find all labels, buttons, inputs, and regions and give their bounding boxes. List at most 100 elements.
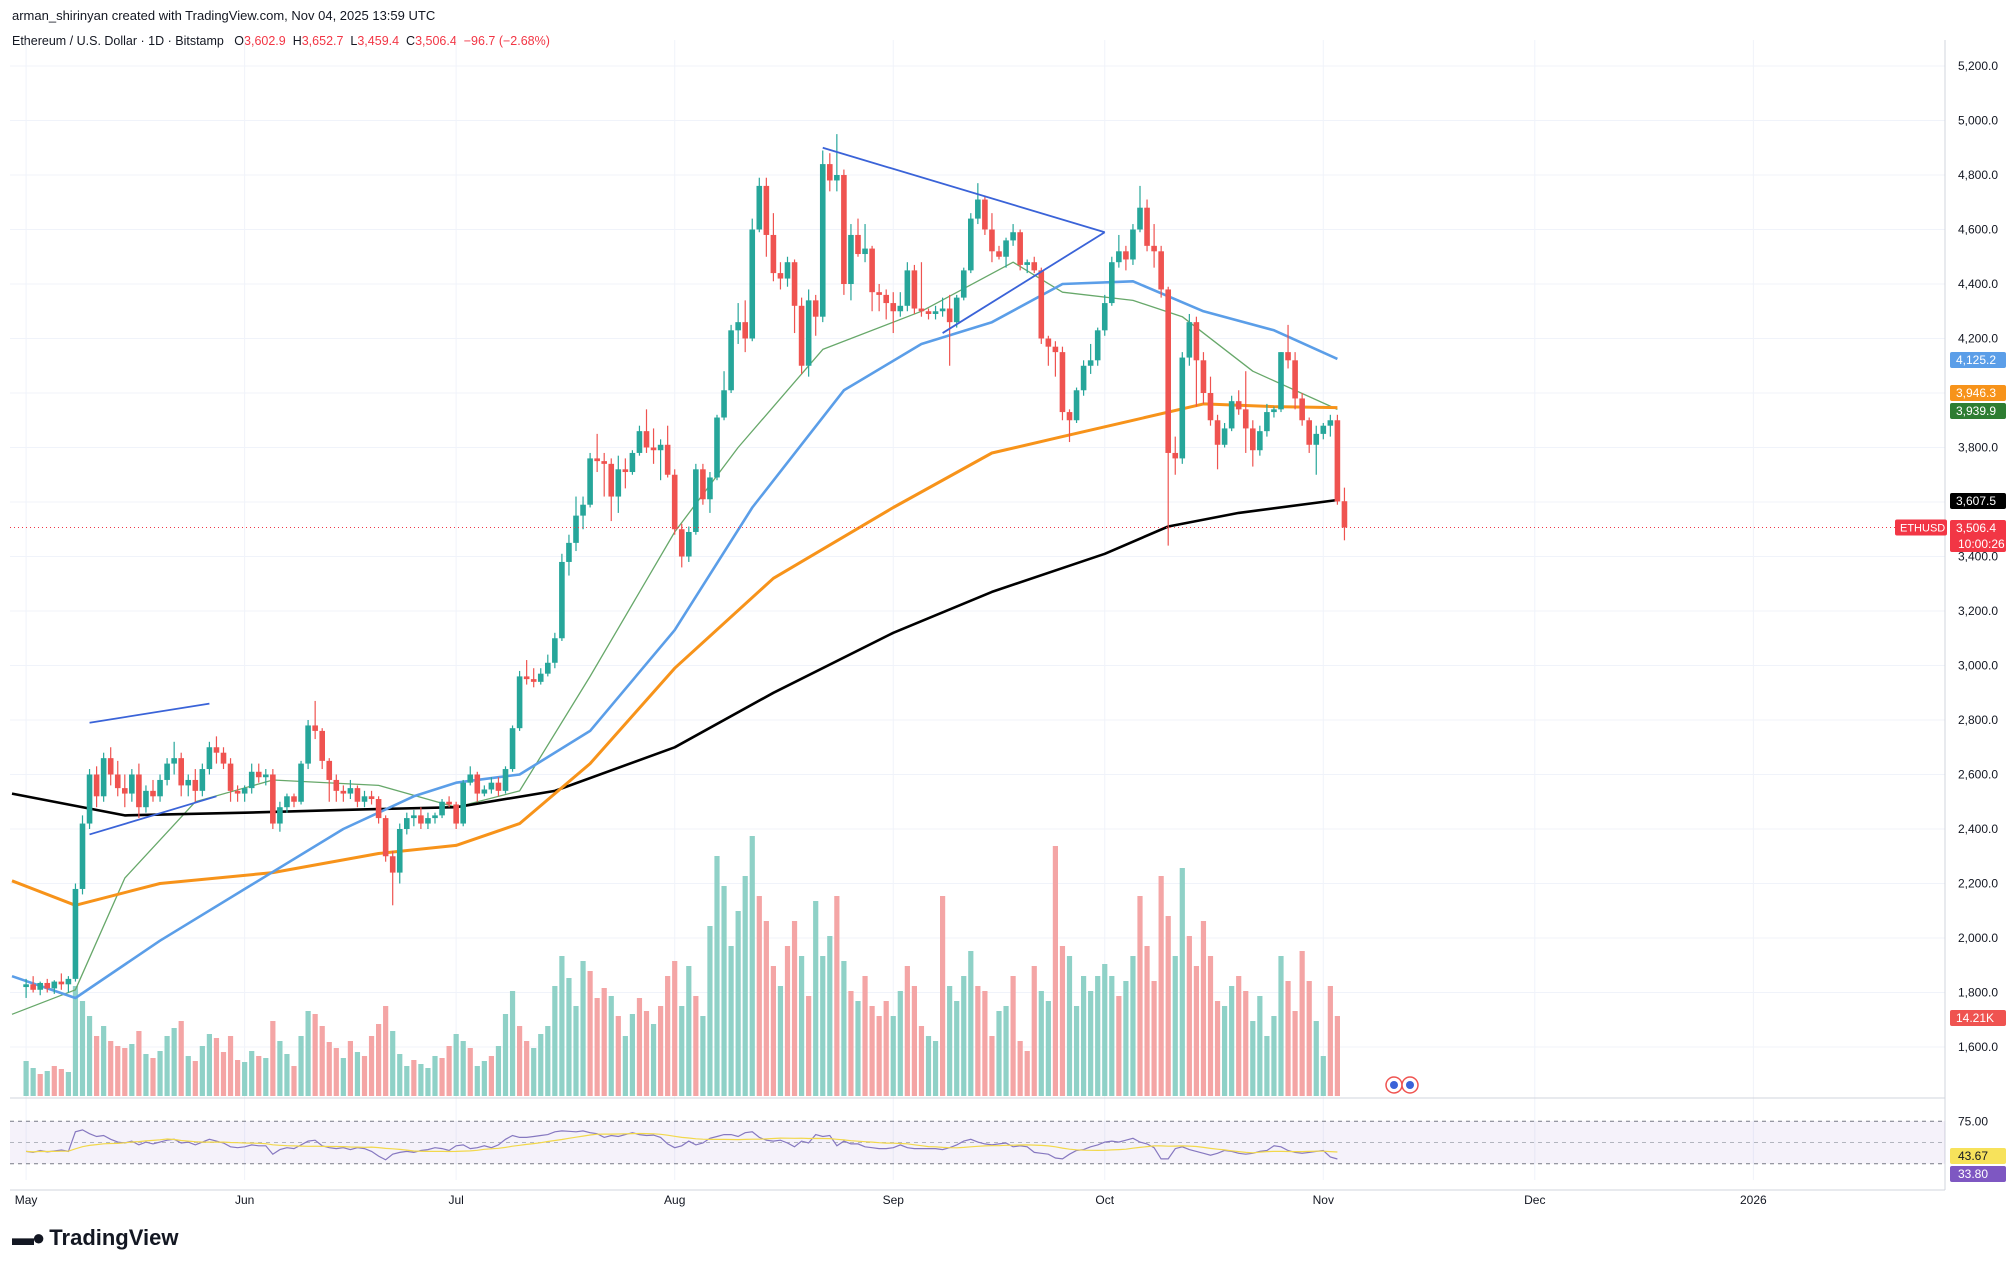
symbol-tag-box [1895, 519, 1947, 536]
volume-bar [143, 1054, 149, 1096]
candle [1235, 390, 1242, 415]
candle [1003, 237, 1009, 268]
y-tick-label: 4,800.0 [1958, 168, 1998, 182]
candle [1144, 199, 1150, 252]
volume-bar [115, 1046, 121, 1096]
candle-body [263, 774, 269, 778]
volume-bar [735, 911, 741, 1096]
x-tick-label: May [15, 1193, 38, 1207]
volume-bar [961, 976, 967, 1096]
candle-body [1214, 420, 1221, 445]
candle-body [876, 292, 882, 295]
candle [693, 463, 699, 535]
volume-bar [615, 1016, 621, 1096]
candle [1059, 346, 1066, 421]
candle-body [368, 796, 375, 800]
volume-bar [1116, 996, 1122, 1096]
candle-body [157, 779, 163, 797]
candle-body [1193, 322, 1200, 361]
candle [1010, 224, 1016, 246]
volume-bar [460, 1041, 466, 1096]
candle [1193, 316, 1200, 407]
volume-bar [1088, 991, 1094, 1096]
candle [608, 458, 615, 522]
candle [756, 177, 763, 233]
candle-body [446, 801, 452, 805]
candle [122, 774, 128, 808]
volume-bar [312, 1014, 318, 1096]
volume-bar [650, 1024, 657, 1096]
volume-bar [136, 1031, 142, 1096]
candle-body [65, 978, 72, 985]
candle [263, 769, 269, 786]
candle-body [862, 248, 868, 255]
volume-bar [876, 1016, 882, 1096]
symbol-title[interactable]: Ethereum / U.S. Dollar · 1D · Bitstamp [12, 34, 224, 48]
y-tick-label: 4,400.0 [1958, 277, 1998, 291]
volume-bar [150, 1058, 156, 1096]
volume-bar [291, 1066, 297, 1096]
candle [37, 981, 43, 996]
volume-bar [1271, 1016, 1277, 1096]
price-label-box [1950, 403, 2006, 419]
volume-bar [383, 1006, 389, 1096]
candle [601, 452, 607, 497]
candle [1017, 229, 1023, 271]
price-label: 3,939.9 [1950, 403, 2006, 419]
candle-body [319, 730, 325, 761]
candle [664, 425, 671, 478]
candle [530, 668, 537, 688]
x-tick-label: Oct [1095, 1193, 1114, 1207]
volume-bar [1045, 1001, 1051, 1096]
candles [23, 134, 1348, 998]
candle [382, 815, 389, 862]
candle-body [396, 829, 403, 873]
candle-body [107, 758, 114, 775]
candle-body [968, 218, 974, 271]
candle-body [1228, 401, 1235, 429]
candle [220, 747, 227, 770]
candle-body [270, 774, 276, 824]
volume-bar [1222, 1006, 1228, 1096]
candle [735, 303, 741, 344]
volume-bar [791, 921, 798, 1096]
volume-bar [298, 1036, 304, 1096]
y-tick-label: 3,800.0 [1958, 441, 1998, 455]
candle [721, 371, 727, 421]
volume-bar [679, 1006, 685, 1096]
candle [305, 720, 311, 770]
volume-bar [1066, 956, 1073, 1096]
candle-body [72, 888, 79, 979]
volume-bar [643, 1011, 650, 1096]
created-by-text: arman_shirinyan created with TradingView… [12, 8, 436, 23]
y-tick-label: 1,600.0 [1958, 1040, 1998, 1054]
volume-bar [1193, 966, 1199, 1096]
volume-bar [101, 1026, 107, 1096]
candle-body [1271, 409, 1277, 413]
candle-body [100, 758, 107, 797]
rsi-value: 33.80 [1950, 1166, 2006, 1182]
candle-body [114, 774, 121, 789]
candle [777, 262, 784, 290]
candle-body [784, 262, 791, 279]
candle-body [1010, 232, 1016, 241]
candle [481, 785, 488, 797]
volume-bar [904, 966, 910, 1096]
candle-body [1038, 270, 1045, 339]
candle [326, 758, 333, 802]
candle-body [601, 461, 607, 464]
volume-bar [947, 986, 953, 1096]
volume-bar [65, 1072, 71, 1096]
candle [812, 294, 819, 336]
volume-bar [453, 1034, 459, 1096]
volume-bar [580, 961, 586, 1096]
candle [700, 463, 706, 505]
volume-bar [954, 1001, 960, 1096]
candle-body [1200, 360, 1207, 393]
volume-bar [122, 1048, 128, 1096]
volume-bar [1003, 1006, 1009, 1096]
candle [389, 850, 396, 906]
volume-bar [51, 1066, 57, 1096]
volume-bar [108, 1041, 114, 1096]
